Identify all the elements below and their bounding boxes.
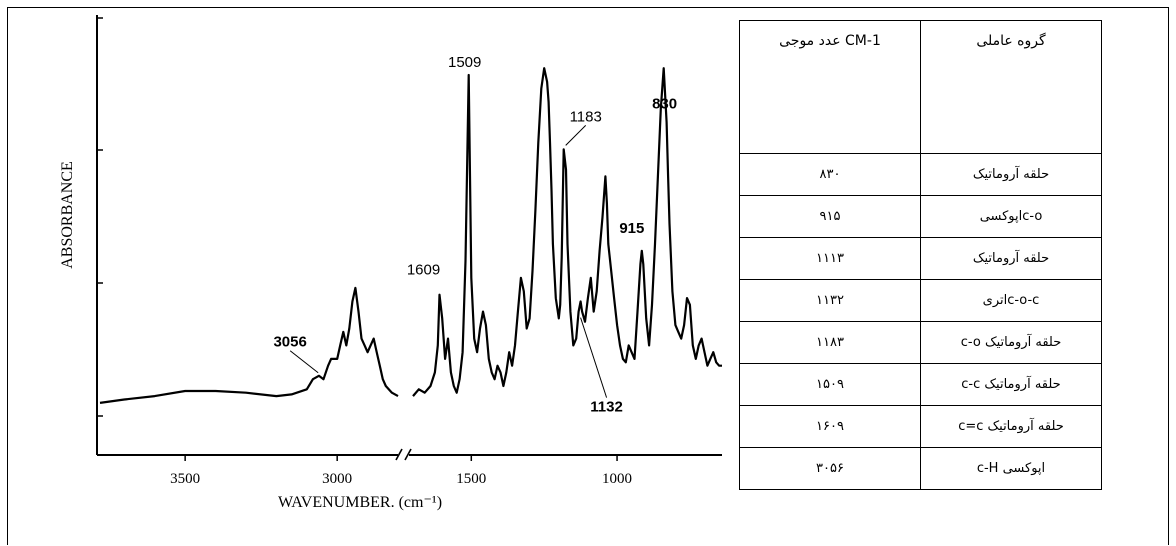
table-row: c-oاپوکسی ۹۱۵ bbox=[739, 195, 1102, 238]
peak-leader-1183 bbox=[565, 125, 587, 146]
header-wavenumber: CM-1 عدد موجی bbox=[739, 20, 921, 154]
header-functional-group: گروه عاملی bbox=[920, 20, 1102, 154]
cell-wavenumber: ۸۳۰ bbox=[739, 153, 921, 196]
peak-annotation-1183: 1183 bbox=[565, 108, 602, 146]
cell-functional-group: حلقه آروماتیک c-o bbox=[920, 321, 1102, 364]
peak-label-1183: 1183 bbox=[570, 108, 602, 125]
x-ticks: 3500 3000 1500 1000 bbox=[170, 455, 632, 487]
x-tick-label-1000: 1000 bbox=[602, 471, 632, 487]
cell-functional-group: c-o-cاتری bbox=[920, 279, 1102, 322]
cell-functional-group: حلقه آروماتیک bbox=[920, 153, 1102, 196]
cell-functional-group: حلقه آروماتیک bbox=[920, 237, 1102, 280]
table-row: حلقه آروماتیک ۸۳۰ bbox=[739, 153, 1102, 196]
table-row: حلقه آروماتیک c=c ۱۶۰۹ bbox=[739, 405, 1102, 448]
x-tick-label-3000: 3000 bbox=[322, 471, 352, 487]
cell-wavenumber: ۱۱۱۳ bbox=[739, 237, 921, 280]
peak-label-830: 830 bbox=[652, 95, 677, 112]
cell-functional-group: حلقه آروماتیک c=c bbox=[920, 405, 1102, 448]
table-body: حلقه آروماتیک ۸۳۰ c-oاپوکسی ۹۱۵ حلقه آروماتی… bbox=[739, 153, 1102, 490]
peak-label-915: 915 bbox=[619, 220, 644, 237]
page-frame bbox=[7, 7, 1169, 545]
spectrum-series bbox=[99, 67, 722, 404]
peak-annotations: 1509 830 1183 1609 915 3056 1132 bbox=[273, 54, 677, 416]
cell-wavenumber: ۱۶۰۹ bbox=[739, 405, 921, 448]
functional-group-table: گروه عاملی CM-1 عدد موجی حلقه آروماتیک ۸۳… bbox=[739, 20, 1102, 490]
table-row: حلقه آروماتیک ۱۱۱۳ bbox=[739, 237, 1102, 280]
spectrum-line-segment-0 bbox=[99, 286, 399, 404]
cell-wavenumber: ۱۱۳۲ bbox=[739, 279, 921, 322]
peak-label-1132: 1132 bbox=[590, 399, 623, 416]
cell-functional-group: c-oاپوکسی bbox=[920, 195, 1102, 238]
cell-wavenumber: ۱۱۸۳ bbox=[739, 321, 921, 364]
table-header-row: گروه عاملی CM-1 عدد موجی bbox=[739, 20, 1102, 154]
peak-annotation-1509: 1509 bbox=[448, 54, 481, 71]
peak-annotation-1609: 1609 bbox=[407, 262, 440, 279]
peak-annotation-1132: 1132 bbox=[580, 317, 623, 416]
axis-break-symbol bbox=[395, 448, 412, 461]
peak-label-3056: 3056 bbox=[273, 334, 306, 351]
table-row: c-o-cاتری ۱۱۳۲ bbox=[739, 279, 1102, 322]
peak-label-1509: 1509 bbox=[448, 54, 481, 71]
y-axis-title: ABSORBANCE bbox=[59, 161, 76, 269]
cell-wavenumber: ۳۰۵۶ bbox=[739, 447, 921, 490]
peak-leader-1132 bbox=[580, 317, 608, 398]
x-tick-label-3500: 3500 bbox=[170, 471, 200, 487]
cell-wavenumber: ۱۵۰۹ bbox=[739, 363, 921, 406]
table-row: حلقه آروماتیک c-o ۱۱۸۳ bbox=[739, 321, 1102, 364]
cell-wavenumber: ۹۱۵ bbox=[739, 195, 921, 238]
peak-annotation-915: 915 bbox=[619, 220, 644, 237]
peak-annotation-3056: 3056 bbox=[273, 334, 319, 374]
peak-label-1609: 1609 bbox=[407, 262, 440, 279]
x-axis-title: WAVENUMBER. (cm⁻¹) bbox=[278, 494, 442, 511]
x-tick-label-1500: 1500 bbox=[456, 471, 486, 487]
peak-leader-3056 bbox=[289, 350, 319, 374]
peak-annotation-830: 830 bbox=[652, 95, 677, 112]
cell-functional-group: اپوکسی c-H bbox=[920, 447, 1102, 490]
cell-functional-group: حلقه آروماتیک c-c bbox=[920, 363, 1102, 406]
table-row: اپوکسی c-H ۳۰۵۶ bbox=[739, 447, 1102, 490]
table-row: حلقه آروماتیک c-c ۱۵۰۹ bbox=[739, 363, 1102, 406]
y-ticks bbox=[97, 17, 103, 417]
ir-spectrum-chart: 3500 3000 1500 1000 15098301183160991530561… bbox=[59, 15, 722, 511]
spectrum-line-segment-1 bbox=[412, 67, 722, 397]
